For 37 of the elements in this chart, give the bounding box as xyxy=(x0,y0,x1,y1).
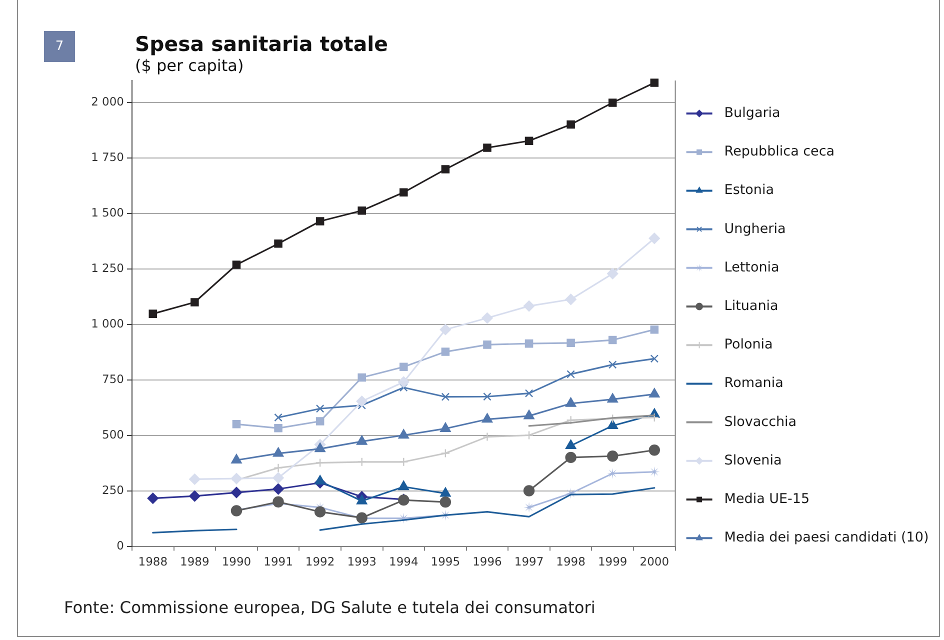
chart-title: Spesa sanitaria totale xyxy=(135,32,388,56)
x-tick-label: 1989 xyxy=(180,554,210,569)
legend-label: Romania xyxy=(724,375,784,392)
x-tick-label: 1999 xyxy=(598,554,628,569)
legend-label: Lituania xyxy=(724,298,778,314)
legend-label: Estonia xyxy=(724,182,774,198)
x-tick-label: 1992 xyxy=(305,554,335,569)
legend-label: Bulgaria xyxy=(724,105,780,121)
x-tick-label: 1991 xyxy=(264,554,293,569)
legend-label: Polonia xyxy=(724,336,773,353)
legend-label: Lettonia xyxy=(724,259,780,276)
legend-label: Media dei paesi candidati (10) xyxy=(724,530,929,546)
legend-label: Ungheria xyxy=(724,220,786,237)
x-tick-label: 1995 xyxy=(430,554,460,569)
x-tick-label: 1997 xyxy=(514,554,544,569)
y-tick-label: 500 xyxy=(102,428,124,442)
y-tick-label: 1 000 xyxy=(91,316,124,331)
y-tick-label: 1 750 xyxy=(91,150,124,164)
y-tick-label: 0 xyxy=(116,538,124,553)
x-tick-label: 1994 xyxy=(389,554,418,569)
x-tick-label: 2000 xyxy=(640,554,670,569)
legend-label: Repubblica ceca xyxy=(724,144,835,160)
y-tick-label: 2 000 xyxy=(91,94,124,109)
legend-label: Slovenia xyxy=(724,452,782,468)
x-tick-label: 1993 xyxy=(347,554,376,569)
x-tick-label: 1996 xyxy=(472,554,502,569)
source-note: Fonte: Commissione europea, DG Salute e tutela dei consumatori xyxy=(64,598,596,617)
legend-label: Media UE-15 xyxy=(724,491,810,507)
y-tick-label: 1 250 xyxy=(91,261,124,276)
x-tick-label: 1990 xyxy=(222,554,252,569)
y-tick-label: 250 xyxy=(102,483,124,498)
x-tick-label: 1988 xyxy=(138,554,168,569)
legend-label: Slovacchia xyxy=(724,414,797,430)
chart-subtitle: ($ per capita) xyxy=(135,56,244,75)
x-tick-label: 1998 xyxy=(556,554,586,569)
y-tick-label: 1 500 xyxy=(91,206,124,220)
y-tick-label: 750 xyxy=(102,372,124,386)
